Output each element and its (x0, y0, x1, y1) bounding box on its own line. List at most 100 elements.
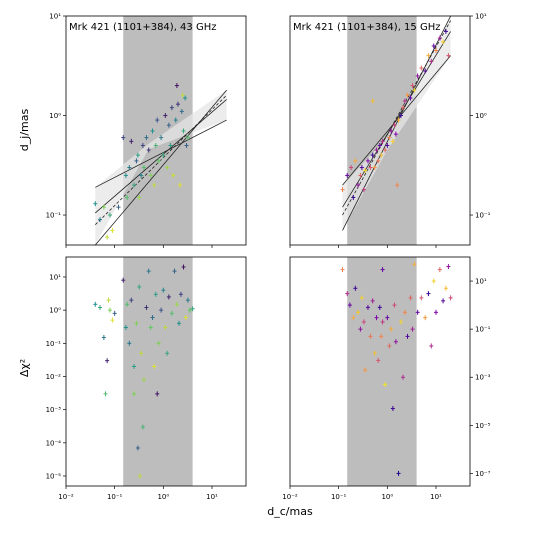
data-point (383, 147, 388, 153)
data-point (423, 68, 428, 74)
data-point (340, 267, 345, 273)
data-point (139, 172, 144, 178)
fit-line-1 (94, 89, 227, 245)
plot-area (93, 16, 227, 245)
y-tick-label: 10⁻⁵ (475, 422, 491, 430)
data-point (132, 364, 137, 370)
data-point (426, 53, 431, 59)
shaded-region (347, 257, 417, 486)
data-point (135, 152, 140, 158)
data-point (129, 297, 134, 303)
x-tick-label: 10⁻² (282, 493, 298, 501)
y-tick-label: 10⁰ (49, 307, 61, 315)
data-point (429, 58, 434, 64)
data-point (123, 172, 128, 178)
data-point (134, 320, 139, 326)
axes-frame (65, 15, 247, 246)
data-point (159, 307, 164, 313)
data-point (168, 142, 173, 148)
data-point (166, 294, 171, 300)
data-point (173, 117, 178, 123)
data-point (379, 152, 384, 158)
data-point (408, 95, 413, 101)
data-point (137, 284, 142, 290)
data-point (125, 301, 130, 307)
data-point (370, 152, 375, 158)
data-point (405, 92, 410, 98)
data-point (150, 128, 155, 134)
data-point (112, 310, 117, 316)
panel-bottom-right: 10⁻² 10⁻¹ 10⁰ 10¹ 10⁻⁷ 10⁻⁵ 10⁻³ 10⁻¹ 10¹ (282, 256, 491, 501)
data-point (163, 113, 168, 119)
data-point (140, 424, 145, 430)
data-point (380, 138, 385, 144)
data-point (155, 117, 160, 123)
data-point (356, 309, 361, 315)
data-point (174, 301, 179, 307)
data-point (105, 234, 110, 240)
data-point (437, 267, 442, 273)
data-point (441, 298, 446, 304)
plot-area (93, 257, 195, 486)
data-point (423, 315, 428, 321)
panel-title: Mrk 421 (1101+384), 15 GHz (293, 22, 440, 33)
data-point (359, 295, 364, 301)
fit-line-1 (342, 16, 451, 231)
data-point (377, 304, 382, 310)
y-tick-label: 10⁰ (475, 112, 487, 120)
data-point (148, 324, 153, 330)
y-tick-label: 10¹ (49, 13, 61, 21)
data-point (141, 165, 146, 171)
data-point (396, 117, 401, 123)
data-point (380, 267, 385, 273)
data-point (169, 105, 174, 111)
data-point (165, 165, 170, 171)
fit-line-0 (95, 99, 227, 214)
y-tick-label: 10⁻¹ (46, 212, 62, 220)
data-point (389, 326, 394, 332)
data-point (443, 28, 448, 34)
data-point (132, 182, 137, 188)
data-point (363, 367, 368, 373)
data-point (345, 172, 350, 178)
data-point (426, 291, 431, 297)
data-point (374, 147, 379, 153)
x-tick-label: 10⁻² (58, 493, 74, 501)
y-axis-label-top: d_j/mas (18, 109, 31, 152)
data-point (363, 168, 368, 174)
y-tick-label: 10⁰ (49, 112, 61, 120)
data-point (410, 83, 415, 89)
data-point (137, 195, 142, 201)
data-point (185, 297, 190, 303)
y-tick-label: 10⁻⁷ (475, 470, 491, 478)
x-tick-label: 10⁰ (157, 493, 169, 501)
data-point (379, 333, 384, 339)
data-point (412, 261, 417, 267)
data-point (353, 285, 358, 291)
data-point (372, 350, 377, 356)
data-point (359, 165, 364, 171)
data-point (165, 350, 170, 356)
data-point (347, 302, 352, 308)
data-point (146, 147, 151, 153)
data-point (103, 391, 108, 397)
panel-bottom-left: 10⁻² 10⁻¹ 10⁰ 10¹ 10⁻⁵ 10⁻⁴ 10⁻³ 10⁻² 10⁻¹ 10⁰ 10¹ (46, 256, 247, 501)
data-point (107, 307, 112, 313)
data-point (169, 310, 174, 316)
data-point (387, 343, 392, 349)
fit-line-3 (95, 94, 227, 225)
y-tick-label: 10¹ (475, 278, 487, 286)
data-point (98, 305, 103, 311)
data-point (370, 298, 375, 304)
data-point (174, 83, 179, 89)
data-point (415, 309, 420, 315)
data-point (349, 165, 354, 171)
data-point (139, 350, 144, 356)
x-axis-label: d_c/mas (267, 505, 313, 518)
data-point (183, 315, 188, 321)
data-point (127, 340, 132, 346)
data-point (121, 135, 126, 141)
plot-area (340, 16, 451, 245)
data-point (135, 445, 140, 451)
data-point (101, 334, 106, 340)
